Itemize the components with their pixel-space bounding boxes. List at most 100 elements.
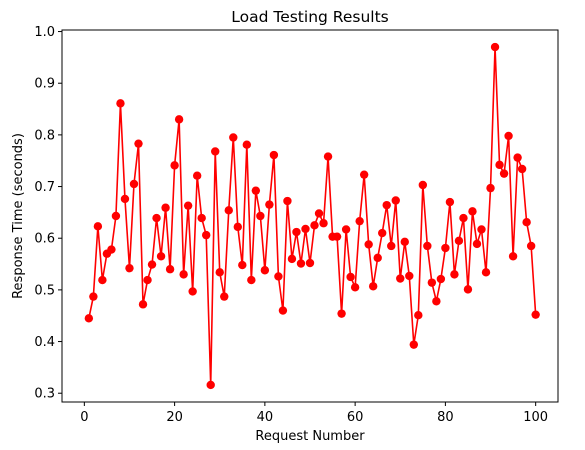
y-tick-label: 0.9 — [34, 77, 55, 92]
data-point — [229, 133, 238, 142]
data-point — [319, 219, 328, 228]
y-tick-label: 0.3 — [34, 387, 55, 402]
data-point — [355, 216, 364, 226]
x-tick-label: 60 — [347, 410, 364, 425]
data-point — [423, 241, 432, 251]
data-point — [260, 266, 270, 275]
data-point — [283, 196, 292, 206]
data-point — [256, 211, 265, 221]
data-point — [183, 201, 193, 210]
data-point — [170, 161, 179, 170]
data-point — [147, 260, 157, 269]
data-point — [341, 225, 351, 234]
data-point — [337, 309, 346, 318]
series-line — [88, 46, 537, 386]
data-point — [188, 287, 197, 296]
data-point — [202, 230, 211, 240]
data-point — [486, 183, 495, 193]
data-point — [427, 278, 437, 287]
data-point — [454, 236, 464, 245]
x-tick-label: 80 — [437, 410, 454, 425]
data-point — [526, 241, 536, 251]
data-point — [301, 224, 310, 234]
data-point — [120, 194, 130, 204]
data-point — [305, 258, 315, 268]
data-point — [522, 218, 531, 227]
y-tick-label: 0.7 — [34, 180, 55, 195]
x-axis: 0 20 40 60 80 100 — [80, 402, 548, 425]
x-tick-label: 40 — [257, 410, 274, 425]
data-point — [233, 222, 242, 232]
data-point — [152, 213, 161, 223]
data-point — [332, 232, 342, 241]
data-point — [531, 310, 540, 319]
data-point — [292, 227, 301, 237]
data-point — [368, 282, 378, 291]
data-point — [459, 213, 468, 223]
plot-layer — [84, 42, 540, 390]
data-point — [499, 169, 509, 178]
data-point — [93, 222, 103, 231]
data-point — [211, 147, 220, 156]
data-point — [161, 203, 170, 212]
data-point — [391, 196, 400, 205]
data-point — [350, 283, 360, 292]
y-tick-label: 0.4 — [34, 335, 55, 350]
data-point — [238, 260, 247, 270]
data-point — [495, 160, 504, 170]
data-point — [513, 153, 522, 162]
data-point — [138, 300, 148, 309]
data-point — [481, 268, 491, 277]
data-point — [463, 285, 473, 294]
data-point — [504, 131, 513, 141]
data-point — [125, 263, 134, 273]
x-tick-label: 20 — [166, 410, 183, 425]
x-tick-label: 100 — [523, 410, 548, 425]
data-point — [405, 271, 414, 281]
data-point — [441, 243, 450, 253]
plot-frame — [61, 29, 559, 403]
data-point — [242, 140, 252, 149]
data-point — [477, 225, 486, 234]
y-axis: 0.3 0.4 0.5 0.6 0.7 0.8 0.9 1.0 — [34, 25, 62, 402]
data-point — [116, 99, 125, 108]
data-point — [278, 306, 288, 315]
y-tick-label: 0.6 — [34, 232, 55, 247]
data-point — [220, 292, 229, 301]
data-point — [400, 237, 409, 247]
y-tick-label: 0.5 — [34, 283, 55, 298]
data-point — [206, 380, 215, 390]
data-point — [414, 311, 423, 320]
data-point — [215, 268, 224, 277]
data-point — [274, 272, 283, 281]
data-point — [314, 209, 324, 218]
data-point — [323, 152, 333, 161]
data-point — [445, 197, 455, 207]
data-point — [490, 42, 500, 52]
data-point — [156, 252, 166, 261]
data-point — [179, 270, 188, 279]
data-point — [192, 171, 202, 180]
data-point — [468, 207, 477, 216]
data-point — [409, 340, 418, 349]
data-point — [508, 252, 518, 261]
data-point — [107, 245, 116, 254]
data-point — [346, 272, 355, 282]
data-point — [396, 274, 405, 283]
data-point — [364, 240, 373, 249]
data-point — [310, 221, 319, 230]
data-point — [450, 270, 459, 279]
chart-title: Load Testing Results — [231, 8, 389, 26]
data-point — [165, 265, 175, 274]
data-point — [436, 274, 446, 284]
data-point — [265, 200, 274, 209]
data-point — [224, 206, 233, 215]
data-point — [251, 186, 261, 195]
data-point — [129, 179, 139, 189]
data-point — [269, 150, 279, 160]
data-point — [287, 254, 297, 264]
x-tick-label: 0 — [80, 410, 88, 425]
y-tick-label: 1.0 — [34, 25, 55, 40]
data-point — [296, 259, 306, 268]
